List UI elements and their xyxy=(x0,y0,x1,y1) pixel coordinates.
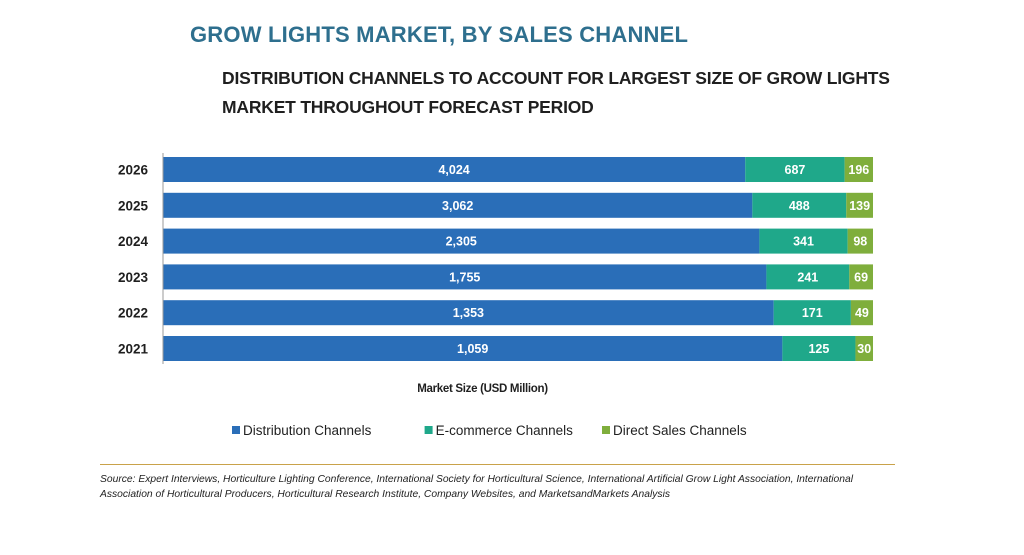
data-label-e-commerce-channels-2026: 687 xyxy=(785,163,806,177)
bar-distribution-channels-2026 xyxy=(163,157,746,182)
legend-swatch-direct-sales-channels xyxy=(602,426,610,434)
bar-distribution-channels-2023 xyxy=(163,264,767,290)
data-label-e-commerce-channels-2022: 171 xyxy=(802,306,823,320)
bar-distribution-channels-2022 xyxy=(163,300,774,326)
legend-label-distribution-channels: Distribution Channels xyxy=(243,423,372,438)
chart-subtitle: DISTRIBUTION CHANNELS TO ACCOUNT FOR LAR… xyxy=(222,68,890,117)
bar-direct-sales-channels-2023 xyxy=(849,264,873,290)
data-label-e-commerce-channels-2023: 241 xyxy=(797,270,818,284)
bar-e-commerce-channels-2021 xyxy=(782,336,856,361)
y-tick-label-2022: 2022 xyxy=(118,306,148,321)
legend-label-e-commerce-channels: E-commerce Channels xyxy=(436,423,574,438)
bar-direct-sales-channels-2022 xyxy=(850,300,873,326)
source-divider xyxy=(100,464,895,465)
bar-direct-sales-channels-2024 xyxy=(847,228,873,254)
legend-swatch-e-commerce-channels xyxy=(424,426,433,434)
data-label-e-commerce-channels-2025: 488 xyxy=(789,199,810,213)
y-tick-label-2025: 2025 xyxy=(118,198,149,213)
data-label-distribution-channels-2022: 1,353 xyxy=(453,306,484,320)
data-label-distribution-channels-2021: 1,059 xyxy=(457,342,488,356)
bar-e-commerce-channels-2022 xyxy=(773,300,851,326)
bar-direct-sales-channels-2026 xyxy=(844,157,873,182)
bar-e-commerce-channels-2025 xyxy=(752,192,847,218)
bar-distribution-channels-2021 xyxy=(163,336,783,361)
data-label-direct-sales-channels-2021: 30 xyxy=(857,342,871,356)
data-label-e-commerce-channels-2024: 341 xyxy=(793,235,814,249)
legend-label-direct-sales-channels: Direct Sales Channels xyxy=(613,423,747,438)
legend-swatch-distribution-channels xyxy=(232,426,240,434)
y-tick-label-2023: 2023 xyxy=(118,270,149,285)
data-label-distribution-channels-2026: 4,024 xyxy=(438,163,469,177)
data-label-direct-sales-channels-2022: 49 xyxy=(855,306,869,320)
bar-e-commerce-channels-2024 xyxy=(759,228,848,254)
y-tick-label-2026: 2026 xyxy=(118,163,149,178)
data-label-e-commerce-channels-2021: 125 xyxy=(808,342,829,356)
data-label-direct-sales-channels-2026: 196 xyxy=(848,163,869,177)
bar-direct-sales-channels-2021 xyxy=(855,336,873,361)
source-note: Source: Expert Interviews, Horticulture … xyxy=(100,474,853,500)
x-axis-label: Market Size (USD Million) xyxy=(417,383,548,395)
bar-e-commerce-channels-2026 xyxy=(745,157,845,182)
data-label-direct-sales-channels-2024: 98 xyxy=(853,235,867,249)
y-tick-label-2024: 2024 xyxy=(118,234,149,249)
chart-title: GROW LIGHTS MARKET, BY SALES CHANNEL xyxy=(190,22,689,47)
stacked-bar-chart: 4,024 687 196 2026 3,062 488 139 2025 2,305 341 98… xyxy=(118,153,873,438)
bar-distribution-channels-2024 xyxy=(163,228,760,254)
bar-distribution-channels-2025 xyxy=(163,192,753,218)
data-label-direct-sales-channels-2023: 69 xyxy=(854,270,868,284)
data-label-distribution-channels-2025: 3,062 xyxy=(442,199,473,213)
data-label-direct-sales-channels-2025: 139 xyxy=(849,199,870,213)
data-label-distribution-channels-2024: 2,305 xyxy=(446,235,477,249)
data-label-distribution-channels-2023: 1,755 xyxy=(449,270,480,284)
bar-e-commerce-channels-2023 xyxy=(766,264,850,290)
bar-direct-sales-channels-2025 xyxy=(846,192,873,218)
y-tick-label-2021: 2021 xyxy=(118,342,149,357)
